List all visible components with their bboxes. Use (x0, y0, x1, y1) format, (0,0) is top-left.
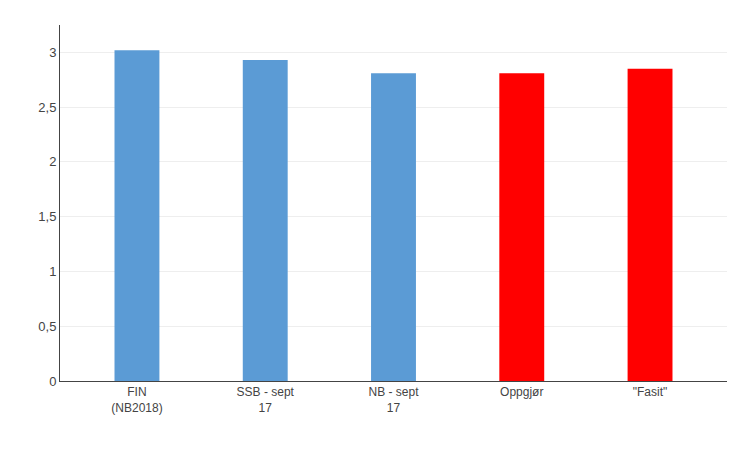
svg-text:3: 3 (49, 45, 56, 60)
svg-text:2: 2 (49, 154, 56, 169)
svg-text:SSB - sept17: SSB - sept17 (237, 385, 295, 415)
svg-text:"Fasit": "Fasit" (633, 385, 668, 399)
svg-text:NB - sept17: NB - sept17 (368, 385, 419, 415)
svg-text:2,5: 2,5 (38, 100, 56, 115)
svg-text:0,5: 0,5 (38, 319, 56, 334)
svg-text:FIN(NB2018): FIN(NB2018) (111, 385, 162, 415)
svg-text:1: 1 (49, 264, 56, 279)
svg-text:Oppgjør: Oppgjør (500, 385, 543, 399)
svg-text:1,5: 1,5 (38, 209, 56, 224)
svg-text:0: 0 (49, 374, 56, 389)
